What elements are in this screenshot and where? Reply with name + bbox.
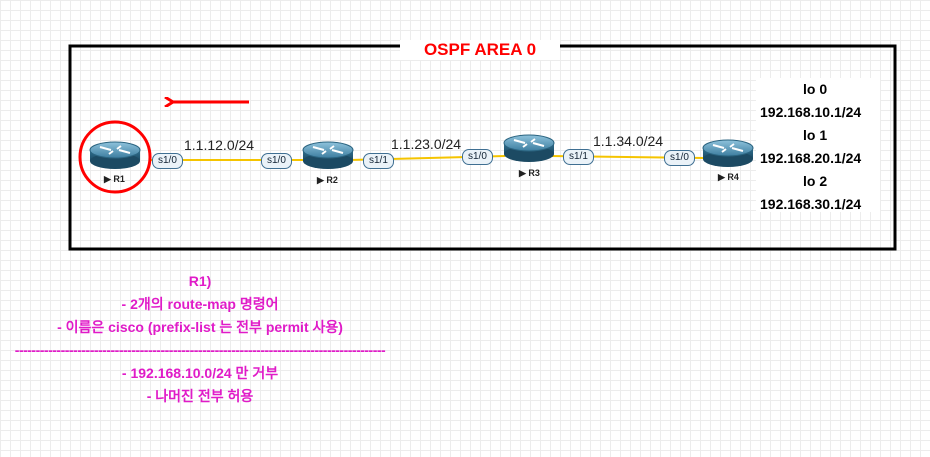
loopback-address: 192.168.20.1/24 (760, 150, 862, 166)
notes-line: - 나머진 전부 허용 (146, 388, 254, 404)
router-name: R2 (326, 175, 338, 185)
r3-left-interface-tag[interactable]: s1/0 (462, 149, 493, 165)
r2-right-interface-tag[interactable]: s1/1 (363, 153, 394, 169)
r1-interface-tag[interactable]: s1/0 (152, 153, 183, 169)
loopback-name: lo 0 (803, 81, 828, 97)
loopback-name: lo 1 (803, 127, 828, 143)
play-icon: ▶ (317, 175, 327, 185)
router-r1-label: ▶ R1 (104, 174, 125, 185)
notes-line: - 192.168.10.0/24 만 거부 (121, 365, 279, 381)
loopback-name: lo 2 (803, 173, 828, 189)
notes-separator: ----------------------------------------… (14, 342, 386, 358)
loopback-address: 192.168.10.1/24 (760, 104, 862, 120)
loopback-address: 192.168.30.1/24 (760, 196, 862, 212)
router-name: R4 (727, 172, 739, 182)
play-icon: ▶ (519, 168, 529, 178)
r4-interface-tag[interactable]: s1/0 (664, 150, 695, 166)
router-r3-icon[interactable] (503, 134, 555, 162)
router-r4-label: ▶ R4 (718, 172, 739, 183)
router-r3-label: ▶ R3 (519, 168, 540, 179)
play-icon: ▶ (718, 172, 728, 182)
router-name: R3 (528, 168, 540, 178)
subnet-r3-r4: 1.1.34.0/24 (593, 133, 664, 149)
subnet-r2-r3: 1.1.23.0/24 (391, 136, 462, 152)
router-r2-icon[interactable] (302, 141, 354, 169)
notes-line: - 이름은 cisco (prefix-list 는 전부 permit 사용) (57, 319, 343, 335)
loopback-list: lo 0 192.168.10.1/24 lo 1 192.168.20.1/2… (756, 78, 880, 212)
r2-left-interface-tag[interactable]: s1/0 (261, 153, 292, 169)
router-r4-icon[interactable] (702, 139, 754, 167)
router-name: R1 (113, 174, 125, 184)
area-title: OSPF AREA 0 (400, 40, 560, 60)
r1-highlight-circle (78, 120, 152, 194)
play-icon: ▶ (104, 174, 114, 184)
router-r2-label: ▶ R2 (317, 175, 338, 186)
r3-right-interface-tag[interactable]: s1/1 (563, 149, 594, 165)
subnet-r1-r2: 1.1.12.0/24 (184, 137, 255, 153)
router-r1-icon[interactable] (89, 141, 141, 169)
notes-line: - 2개의 route-map 명령어 (121, 296, 279, 312)
notes-router-heading: R1) (188, 273, 212, 289)
task-notes: R1) - 2개의 route-map 명령어 - 이름은 cisco (pre… (0, 270, 400, 408)
